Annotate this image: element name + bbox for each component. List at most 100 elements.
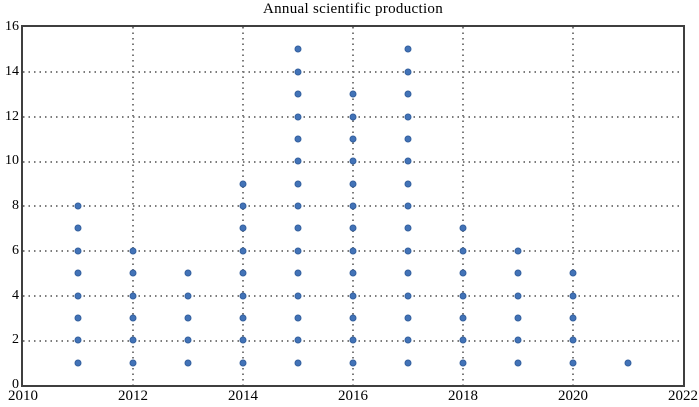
y-tick-label: 10 — [5, 153, 19, 169]
data-point-dot — [459, 336, 467, 344]
data-point-dot — [514, 314, 522, 322]
y-tick-label: 4 — [12, 287, 19, 303]
data-point-dot — [74, 247, 82, 255]
data-point-dot — [239, 202, 247, 210]
x-tick-label: 2022 — [668, 388, 698, 404]
data-point-dot — [294, 336, 302, 344]
data-point-dot — [74, 269, 82, 277]
y-tick-label: 14 — [5, 63, 19, 79]
data-point-dot — [404, 113, 412, 120]
y-tick-label: 0 — [12, 377, 19, 392]
data-point-dot — [294, 157, 302, 165]
data-point-dot — [349, 292, 357, 299]
data-point-dot — [294, 90, 302, 98]
data-point-dot — [239, 269, 247, 277]
data-point-dot — [404, 45, 412, 53]
x-tick-label: 2016 — [338, 388, 368, 404]
data-point-dot — [294, 180, 302, 188]
y-tick-label: 6 — [12, 242, 19, 258]
data-point-dot — [294, 202, 302, 210]
data-point-dot — [404, 314, 412, 322]
data-point-dot — [294, 247, 302, 255]
data-point-dot — [294, 135, 302, 143]
data-point-dot — [404, 359, 412, 367]
data-point-dot — [129, 314, 137, 322]
data-point-dot — [74, 224, 82, 232]
data-point-dot — [349, 135, 357, 143]
data-point-dot — [294, 45, 302, 53]
data-point-dot — [349, 202, 357, 210]
data-point-dot — [514, 247, 522, 255]
x-tick-label: 2014 — [228, 388, 258, 404]
data-point-dot — [349, 224, 357, 232]
y-tick-label: 8 — [12, 198, 19, 213]
data-point-dot — [129, 336, 137, 344]
data-point-dot — [514, 336, 522, 344]
data-point-dot — [184, 336, 192, 344]
y-tick-label: 16 — [5, 19, 19, 34]
data-point-dot — [294, 314, 302, 322]
data-point-dot — [404, 292, 412, 299]
data-point-dot — [404, 68, 412, 76]
data-point-dot — [239, 292, 247, 299]
data-point-dot — [349, 113, 357, 120]
data-point-dot — [459, 224, 467, 232]
data-point-dot — [404, 157, 412, 165]
data-point-dot — [74, 336, 82, 344]
data-point-dot — [184, 359, 192, 367]
x-tick-label: 2012 — [118, 388, 148, 404]
data-point-dot — [404, 180, 412, 188]
y-tick-label: 12 — [5, 108, 19, 124]
data-point-dot — [404, 202, 412, 210]
data-point-dot — [514, 292, 522, 299]
data-point-dot — [404, 135, 412, 143]
data-point-dot — [129, 359, 137, 367]
data-point-dot — [459, 269, 467, 277]
gridline-vertical — [462, 27, 465, 385]
data-point-dot — [569, 292, 577, 299]
data-point-dot — [129, 292, 137, 299]
data-point-dot — [74, 202, 82, 210]
data-point-dot — [239, 336, 247, 344]
data-point-dot — [239, 180, 247, 188]
data-point-dot — [129, 269, 137, 277]
data-point-dot — [239, 247, 247, 255]
data-point-dot — [129, 247, 137, 255]
data-point-dot — [349, 90, 357, 98]
data-point-dot — [349, 180, 357, 188]
data-point-dot — [569, 359, 577, 367]
data-point-dot — [624, 359, 632, 367]
data-point-dot — [239, 314, 247, 322]
data-point-dot — [514, 269, 522, 277]
data-point-dot — [294, 359, 302, 367]
data-point-dot — [349, 336, 357, 344]
data-point-dot — [184, 269, 192, 277]
data-point-dot — [349, 247, 357, 255]
plot-area — [21, 25, 685, 387]
data-point-dot — [404, 336, 412, 344]
data-point-dot — [349, 314, 357, 322]
data-point-dot — [404, 269, 412, 277]
data-point-dot — [349, 269, 357, 277]
data-point-dot — [459, 314, 467, 322]
data-point-dot — [459, 359, 467, 367]
x-tick-label: 2020 — [558, 388, 588, 404]
data-point-dot — [294, 68, 302, 76]
data-point-dot — [74, 359, 82, 367]
gridline-vertical — [572, 27, 575, 385]
data-point-dot — [404, 247, 412, 255]
data-point-dot — [294, 113, 302, 120]
data-point-dot — [294, 292, 302, 299]
data-point-dot — [404, 224, 412, 232]
data-point-dot — [184, 292, 192, 299]
data-point-dot — [459, 247, 467, 255]
data-point-dot — [569, 336, 577, 344]
gridline-vertical — [132, 27, 135, 385]
data-point-dot — [239, 359, 247, 367]
data-point-dot — [404, 90, 412, 98]
data-point-dot — [459, 292, 467, 299]
x-tick-label: 2010 — [8, 388, 38, 404]
data-point-dot — [239, 224, 247, 232]
data-point-dot — [294, 269, 302, 277]
